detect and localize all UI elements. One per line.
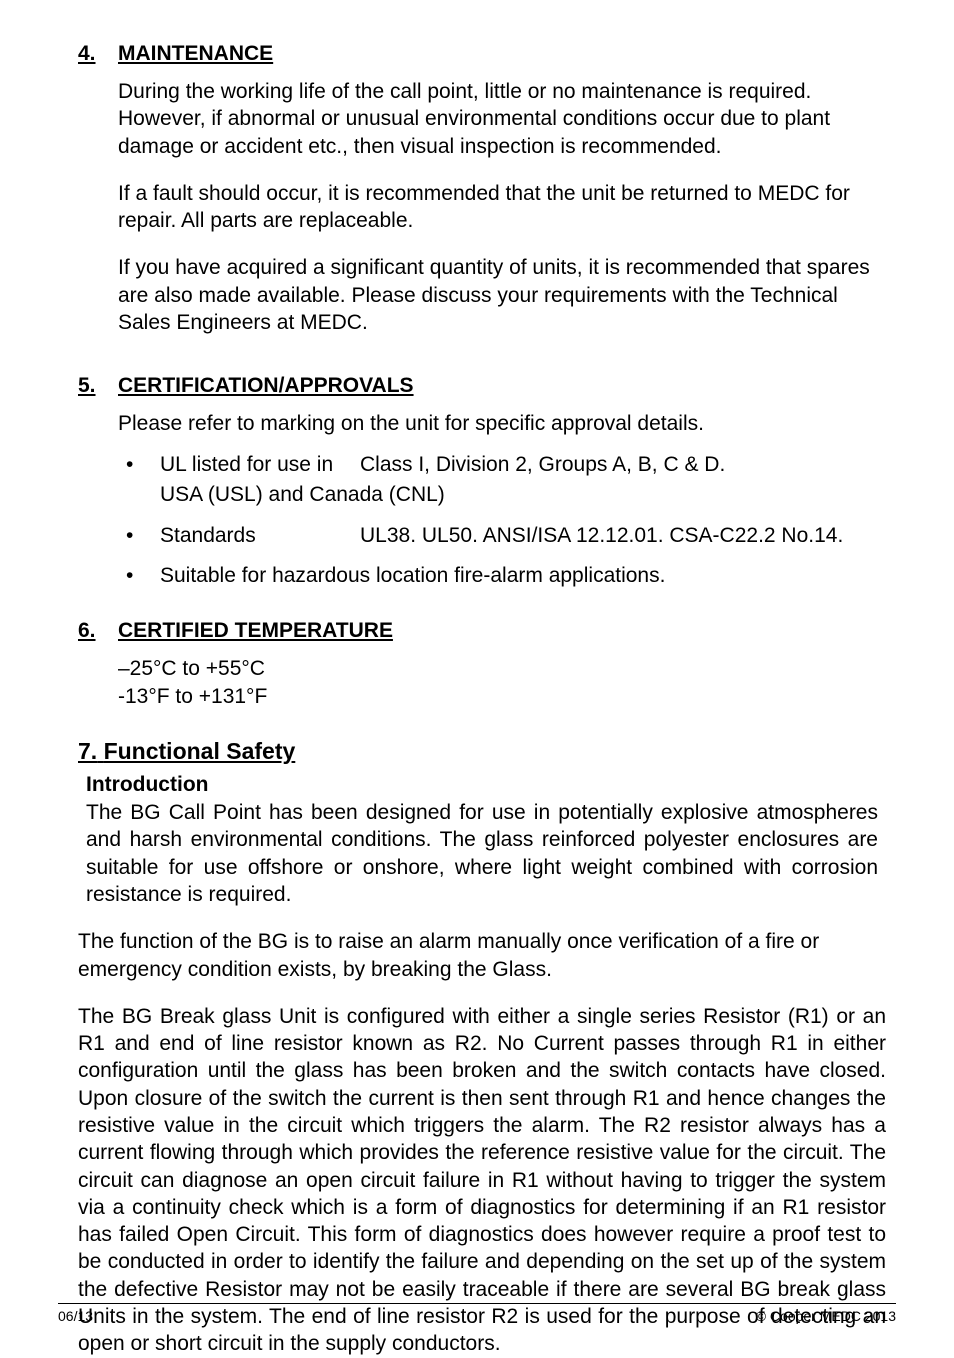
section-4-number: 4. — [78, 42, 118, 66]
section-6-heading: 6. CERTIFIED TEMPERATURE — [78, 619, 886, 643]
section-5-heading: 5. CERTIFICATION/APPROVALS — [78, 374, 886, 398]
footer-copyright: © Cooper MEDC 2013 — [756, 1308, 896, 1324]
s4-para3: If you have acquired a significant quant… — [118, 254, 886, 336]
section-7-title: Functional Safety — [104, 738, 296, 764]
s5-b2-label: Standards — [160, 521, 360, 551]
s5-bullet-1: UL listed for use in Class I, Division 2… — [118, 450, 886, 511]
s7-subhead-introduction: Introduction — [86, 773, 886, 797]
s5-b1-sub: USA (USL) and Canada (CNL) — [160, 480, 886, 510]
s6-line1: –25°C to +55°C — [118, 655, 886, 682]
s5-b1-value: Class I, Division 2, Groups A, B, C & D. — [360, 450, 886, 480]
s5-bullet-3: Suitable for hazardous location fire-ala… — [118, 561, 886, 591]
section-4-heading: 4. MAINTENANCE — [78, 42, 886, 66]
s7-para1: The BG Call Point has been designed for … — [86, 799, 878, 908]
s6-line2: -13°F to +131°F — [118, 683, 886, 710]
s7-para2: The function of the BG is to raise an al… — [78, 928, 886, 983]
section-6-number: 6. — [78, 619, 118, 643]
s5-bullet-list: UL listed for use in Class I, Division 2… — [118, 450, 886, 592]
s5-intro: Please refer to marking on the unit for … — [118, 410, 886, 437]
page-footer: 06/13 © Cooper MEDC 2013 — [58, 1303, 896, 1324]
section-4-body: During the working life of the call poin… — [118, 78, 886, 336]
section-5-number: 5. — [78, 374, 118, 398]
s5-b1-label: UL listed for use in — [160, 450, 360, 480]
footer-date: 06/13 — [58, 1308, 93, 1324]
section-7-heading: 7. Functional Safety — [78, 738, 886, 765]
section-5-title: CERTIFICATION/APPROVALS — [118, 374, 414, 398]
section-6-title: CERTIFIED TEMPERATURE — [118, 619, 393, 643]
section-7-number: 7. — [78, 738, 97, 764]
s5-bullet-2: Standards UL38. UL50. ANSI/ISA 12.12.01.… — [118, 521, 886, 551]
section-4-title: MAINTENANCE — [118, 42, 273, 66]
s4-para1: During the working life of the call poin… — [118, 78, 886, 160]
s4-para2: If a fault should occur, it is recommend… — [118, 180, 886, 235]
s5-b2-value: UL38. UL50. ANSI/ISA 12.12.01. CSA-C22.2… — [360, 521, 886, 551]
section-6-body: –25°C to +55°C -13°F to +131°F — [118, 655, 886, 710]
